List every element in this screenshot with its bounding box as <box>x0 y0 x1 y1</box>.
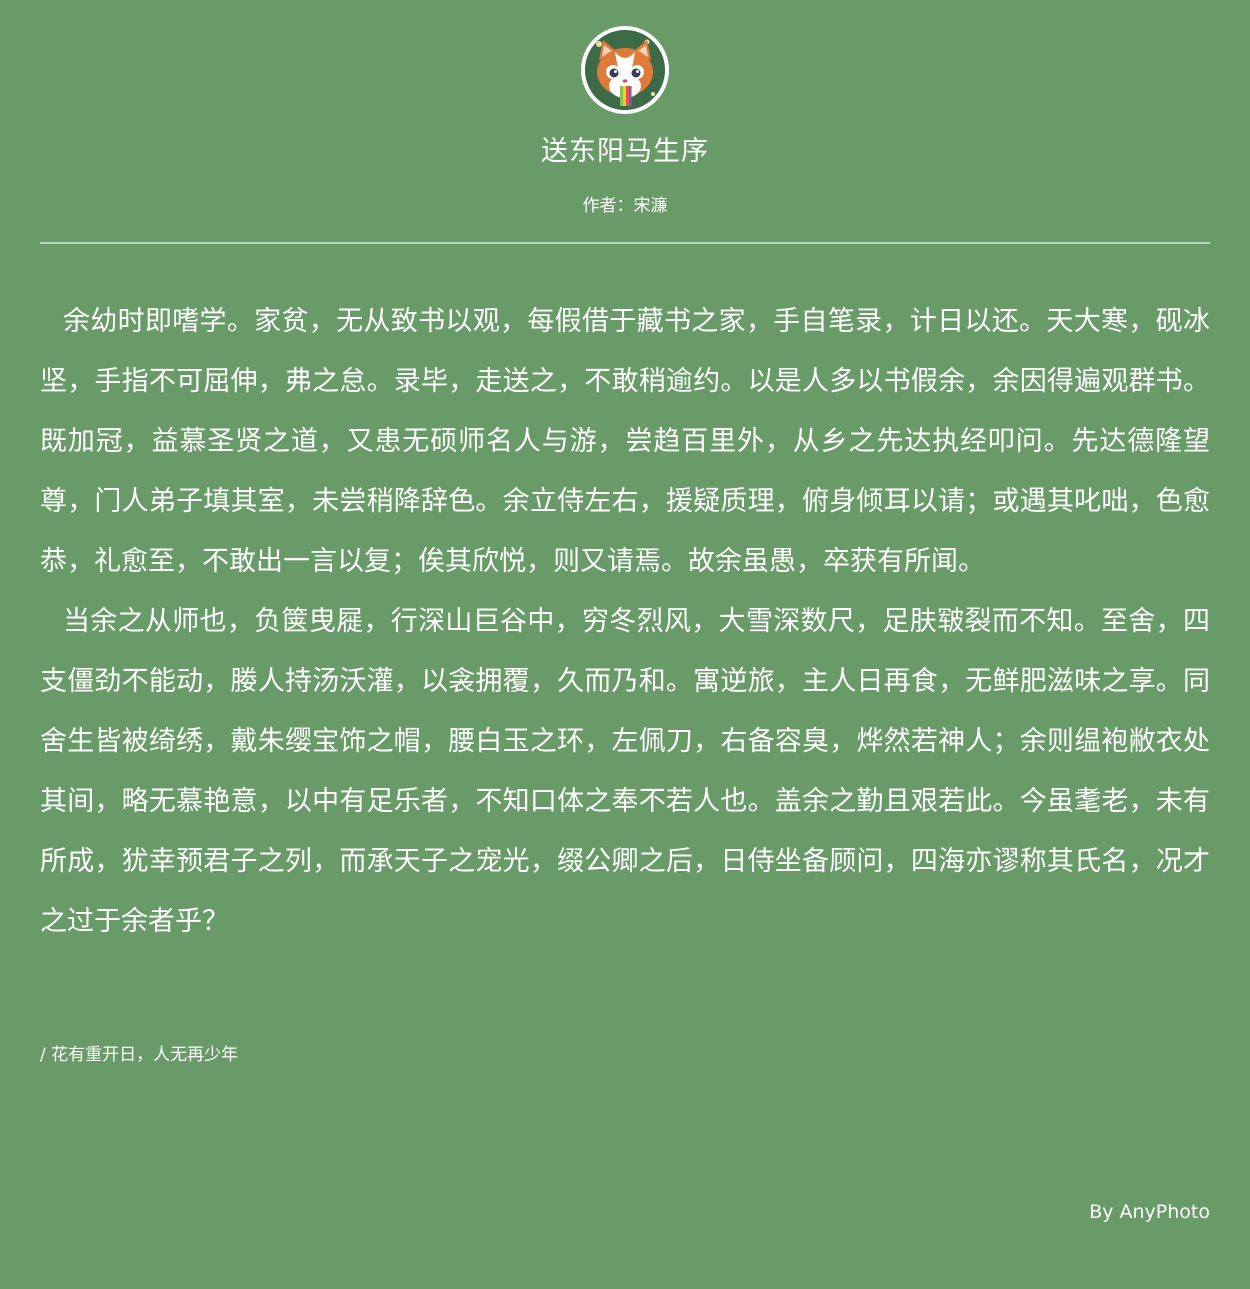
page-title: 送东阳马生序 <box>541 136 709 167</box>
article-paragraph: 余幼时即嗜学。家贫，无从致书以观，每假借于藏书之家，手自笔录，计日以还。天大寒，… <box>40 306 1210 577</box>
cat-avatar-icon <box>585 30 665 110</box>
article-body: 余幼时即嗜学。家贫，无从致书以观，每假借于藏书之家，手自笔录，计日以还。天大寒，… <box>40 292 1210 952</box>
avatar <box>581 26 669 114</box>
author-line: 作者：宋濂 <box>582 196 668 216</box>
article-paragraph: 当余之从师也，负箧曳屣，行深山巨谷中，穷冬烈风，大雪深数尺，足肤皲裂而不知。至舍… <box>40 606 1210 937</box>
credit-text: By AnyPhoto <box>1089 1201 1210 1223</box>
divider <box>40 242 1210 244</box>
footer-quote: / 花有重开日，人无再少年 <box>40 1045 239 1065</box>
